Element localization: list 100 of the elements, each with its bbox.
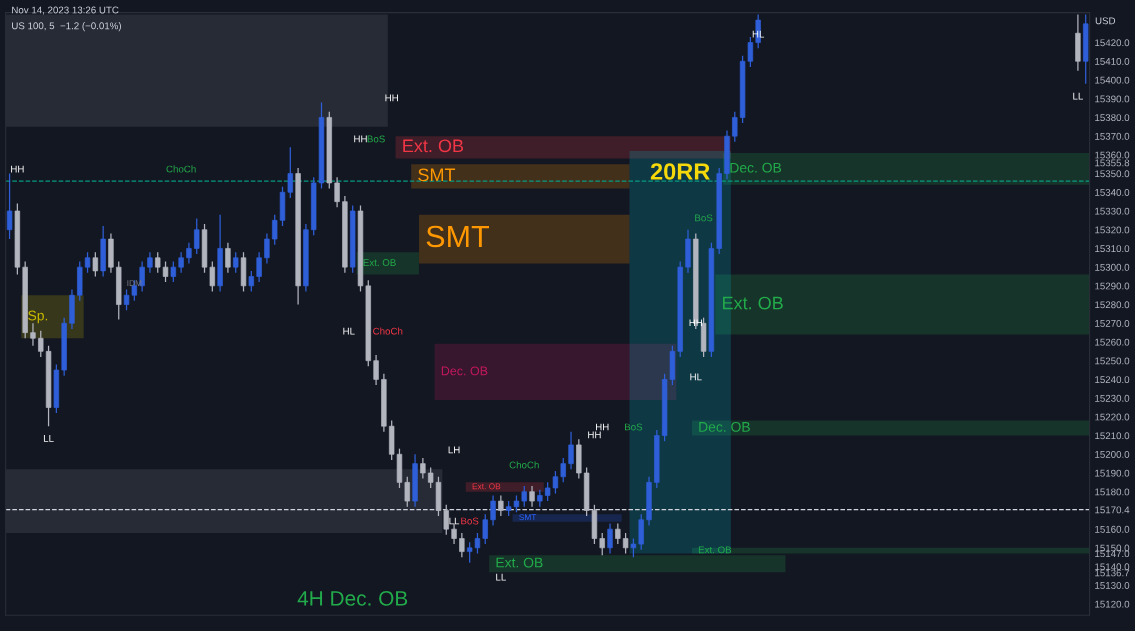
y-tick-label: 15330.0 [1095, 207, 1130, 215]
candlestick [38, 330, 44, 358]
candlestick [186, 242, 192, 265]
y-tick-label: 15120.0 [1095, 600, 1130, 608]
y-axis-title: USD [1095, 17, 1116, 25]
candlestick [178, 251, 184, 274]
y-tick-label: 15280.0 [1095, 301, 1130, 309]
y-tick-label: 15350.0 [1095, 170, 1130, 178]
y-tick-label: 15320.0 [1095, 226, 1130, 234]
annotation: ChoCh [166, 165, 196, 173]
y-tick-label: 15170.4 [1095, 506, 1130, 514]
band-label: Dec. OB [730, 162, 782, 173]
candlestick [622, 532, 629, 555]
candlestick [30, 322, 36, 347]
y-tick-label: 15355.8 [1095, 159, 1130, 167]
band-label: SMT [519, 514, 537, 521]
y-tick-label: 15210.0 [1095, 432, 1130, 440]
candlestick [334, 176, 340, 208]
band-label: Dec. OB [699, 421, 750, 432]
candlestick [373, 354, 379, 386]
candlestick [147, 251, 153, 274]
y-tick-label: 15370.0 [1095, 132, 1130, 140]
candlestick [233, 251, 239, 274]
y-tick-label: 15360.0 [1095, 151, 1130, 159]
annotation: BoS [367, 135, 385, 143]
band-label: Ext. OB [472, 483, 501, 490]
y-tick-label: 15380.0 [1095, 114, 1130, 122]
candlestick [443, 504, 449, 536]
y-tick-label: 15340.0 [1095, 189, 1130, 196]
annotation: BoS [695, 214, 713, 222]
y-tick-label: 15290.0 [1095, 282, 1130, 290]
candlestick [272, 214, 278, 246]
candlestick [194, 217, 200, 255]
candlestick [162, 260, 169, 283]
annotation: HH [385, 94, 398, 102]
annotation: BoS [461, 517, 479, 525]
y-tick-label: 15240.0 [1095, 376, 1130, 384]
annotation: LL [43, 435, 54, 442]
annotation: 4H Dec. OB [297, 591, 408, 606]
band-label: Ext. OB [723, 296, 783, 310]
annotation: HH [11, 165, 24, 173]
candlestick [521, 485, 527, 508]
candlestick [256, 251, 262, 283]
y-tick-label: 15390.0 [1095, 95, 1130, 103]
candlestick [568, 431, 574, 470]
y-tick-label: 15136.7 [1095, 569, 1130, 577]
y-tick-label: 15420.0 [1095, 39, 1130, 47]
candlestick [490, 494, 496, 527]
y-tick-label: 15160.0 [1095, 525, 1130, 533]
candlestick [404, 476, 410, 508]
y-tick-label: 15260.0 [1095, 338, 1130, 346]
candlestick [225, 242, 231, 274]
candlestick [529, 485, 535, 508]
candlestick [607, 522, 613, 555]
y-tick-label: 15410.0 [1095, 58, 1130, 65]
annotation: LL [449, 517, 460, 525]
band-label: Ext. OB [403, 139, 464, 153]
y-tick-label: 15310.0 [1095, 245, 1130, 253]
candlestick [170, 260, 177, 283]
annotation: BoS [625, 423, 643, 431]
annotation: ChoCh [509, 461, 539, 469]
annotation: LL [496, 573, 506, 581]
annotation: HH [596, 423, 609, 431]
band-label: Dec. OB [441, 366, 488, 376]
band-label: Ext. OB [496, 557, 543, 568]
y-tick-label: 15140.0 [1095, 563, 1130, 571]
annotation: HL [343, 327, 355, 335]
chart-title: Nov 14, 2023 13:26 UTC [12, 6, 119, 15]
y-tick-label: 15270.0 [1095, 320, 1130, 327]
annotation: 20RR [650, 163, 710, 180]
y-tick-label: 15250.0 [1095, 357, 1130, 365]
annotation: LL [1073, 92, 1083, 100]
candlestick [498, 494, 504, 517]
candlestick [630, 537, 637, 558]
candlestick [84, 251, 91, 274]
annotation: HH [588, 431, 601, 439]
candlestick [599, 532, 605, 556]
y-tick-label: 15147.0 [1095, 550, 1130, 558]
candlestick [264, 232, 270, 265]
band-label: SMT [426, 225, 490, 248]
y-tick-label: 15180.0 [1095, 488, 1130, 496]
y-tick-label: 15300.0 [1095, 263, 1130, 271]
candlestick [248, 270, 254, 293]
candlestick [6, 172, 13, 240]
band-label: SMT [418, 168, 456, 182]
candlestick [92, 251, 99, 278]
annotation: HL [690, 373, 702, 381]
candlestick [459, 532, 465, 558]
candlestick [615, 522, 621, 545]
candlestick [155, 251, 161, 274]
band-label: Ext. OB [363, 259, 396, 266]
y-tick-label: 15230.0 [1095, 394, 1130, 402]
candlestick [287, 146, 293, 199]
y-tick-label: 15200.0 [1095, 451, 1130, 458]
text: US 100, 5 −1.2 (−0.01%) [12, 22, 121, 32]
band-label: Ext. OB [698, 546, 732, 554]
y-tick-label: 15190.0 [1095, 469, 1130, 477]
y-tick-label: 15150.0 [1095, 544, 1130, 552]
candlestick [560, 457, 566, 483]
y-tick-label: 15400.0 [1095, 76, 1130, 84]
